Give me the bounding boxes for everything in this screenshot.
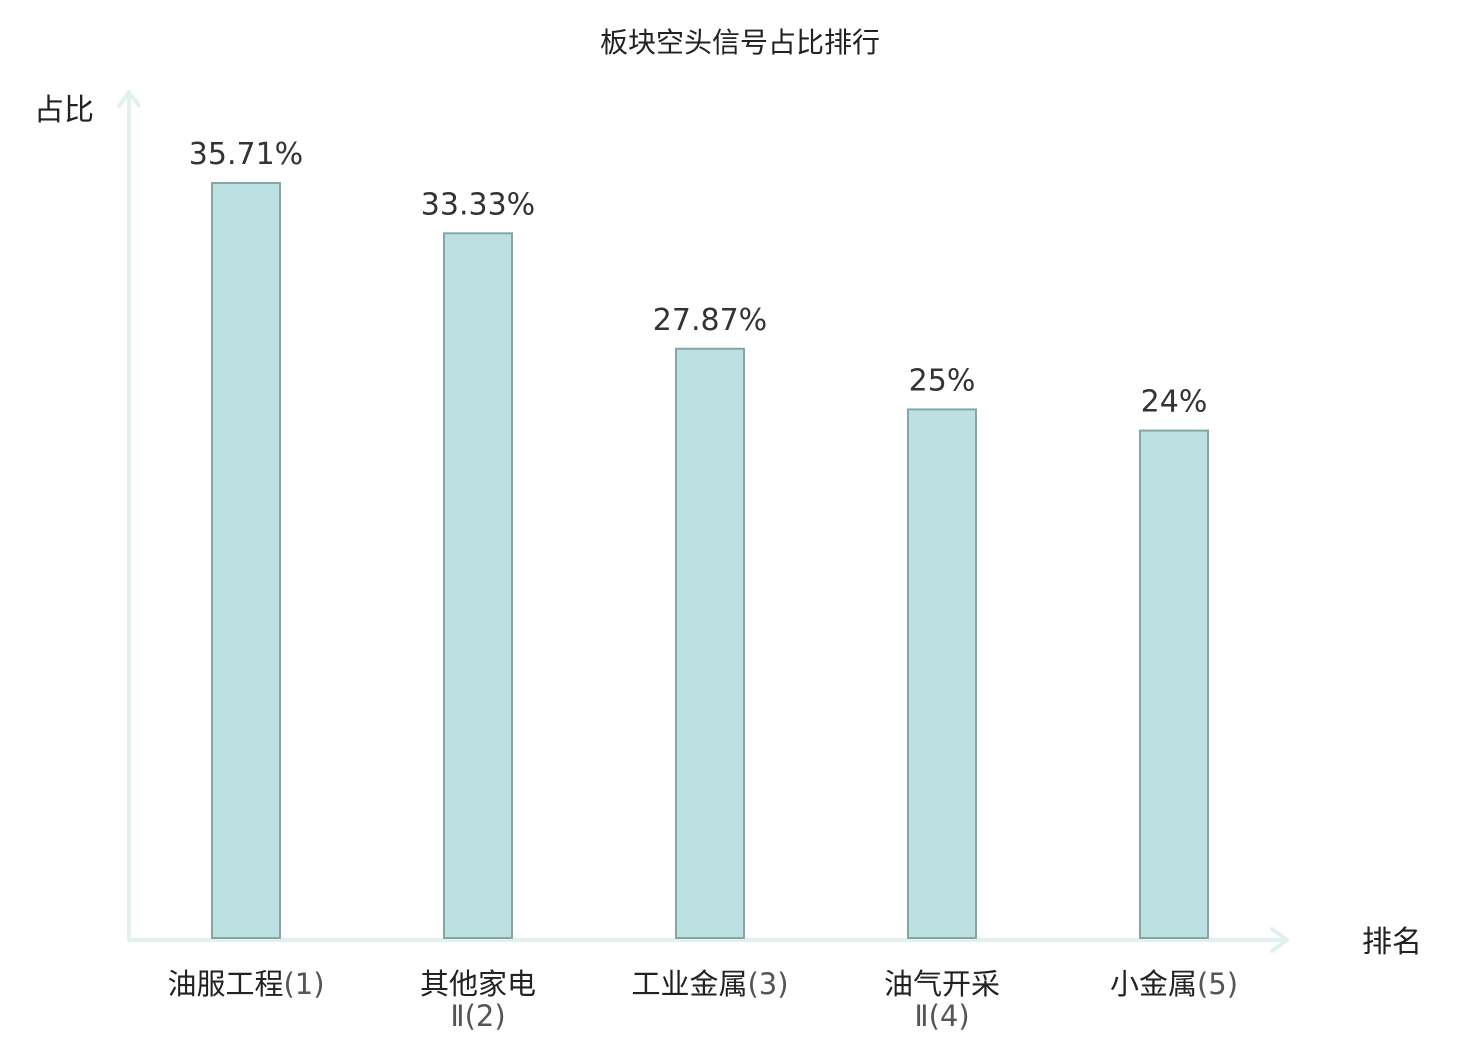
- bar: [443, 232, 513, 940]
- x-tick-name-suffix: Ⅱ: [914, 999, 928, 1033]
- bar-value-label: 25%: [909, 363, 976, 398]
- x-tick-rank: (3): [747, 967, 788, 1001]
- bar: [675, 347, 745, 939]
- x-tick-rank: (2): [465, 999, 506, 1033]
- x-tick-name: 油气开采: [884, 967, 1000, 1001]
- chart-title: 板块空头信号占比排行: [600, 26, 880, 59]
- bar-value-label: 33.33%: [421, 187, 535, 222]
- x-axis-arrow: [1270, 927, 1289, 953]
- x-tick-label: 油服工程(1): [167, 967, 324, 1001]
- x-tick-rank: (4): [929, 999, 970, 1033]
- bar-value-label: 27.87%: [653, 303, 767, 338]
- x-axis-label: 排名: [1362, 925, 1422, 960]
- bar: [907, 408, 977, 939]
- x-tick-name: 油服工程: [167, 967, 283, 1001]
- bar: [211, 182, 281, 939]
- bar-value-label: 35.71%: [189, 137, 303, 172]
- bar-value-label: 24%: [1141, 385, 1208, 420]
- x-tick-rank: (1): [283, 967, 324, 1001]
- x-tick-label: 小金属(5): [1110, 967, 1238, 1001]
- x-tick-label-line2: Ⅱ(2): [450, 999, 505, 1033]
- bars-group: [211, 182, 1209, 940]
- bar: [1139, 429, 1209, 939]
- y-axis-arrow: [117, 90, 141, 108]
- x-tick-name-suffix: Ⅱ: [450, 999, 464, 1033]
- x-tick-label: 工业金属(3): [631, 967, 788, 1001]
- x-tick-name: 小金属: [1110, 967, 1197, 1001]
- x-tick-label: 其他家电: [420, 967, 536, 1001]
- value-labels-group: 35.71% 33.33% 27.87% 25% 24%: [189, 137, 1208, 420]
- y-axis-label: 占比: [34, 93, 94, 128]
- x-tick-rank: (5): [1197, 967, 1238, 1001]
- x-tick-label-line2: Ⅱ(4): [914, 999, 969, 1033]
- x-tick-name: 其他家电: [420, 967, 536, 1001]
- x-tick-label: 油气开采: [884, 967, 1000, 1001]
- x-tick-name: 工业金属: [631, 967, 747, 1001]
- chart-axes: [117, 90, 1289, 953]
